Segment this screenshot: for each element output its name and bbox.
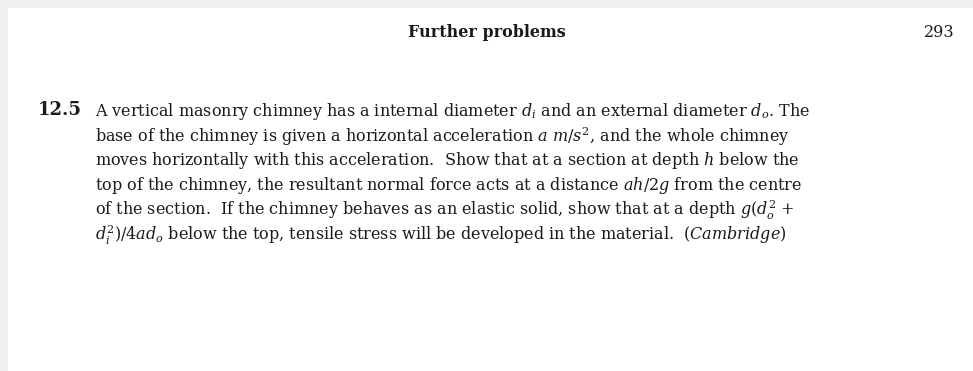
Text: Further problems: Further problems — [408, 24, 565, 41]
Text: base of the chimney is given a horizontal acceleration $a\ m/s^2$, and the whole: base of the chimney is given a horizonta… — [95, 125, 790, 148]
FancyBboxPatch shape — [8, 8, 973, 371]
Text: $d_i^{2})/4ad_o$ below the top, tensile stress will be developed in the material: $d_i^{2})/4ad_o$ below the top, tensile … — [95, 223, 786, 247]
Text: of the section.  If the chimney behaves as an elastic solid, show that at a dept: of the section. If the chimney behaves a… — [95, 199, 795, 222]
Text: moves horizontally with this acceleration.  Show that at a section at depth $h$ : moves horizontally with this acceleratio… — [95, 150, 800, 171]
Text: top of the chimney, the resultant normal force acts at a distance $ah/2g$ from t: top of the chimney, the resultant normal… — [95, 174, 802, 196]
Text: 12.5: 12.5 — [38, 101, 82, 119]
Text: 293: 293 — [924, 24, 955, 41]
Text: A vertical masonry chimney has a internal diameter $d_i$ and an external diamete: A vertical masonry chimney has a interna… — [95, 101, 811, 122]
